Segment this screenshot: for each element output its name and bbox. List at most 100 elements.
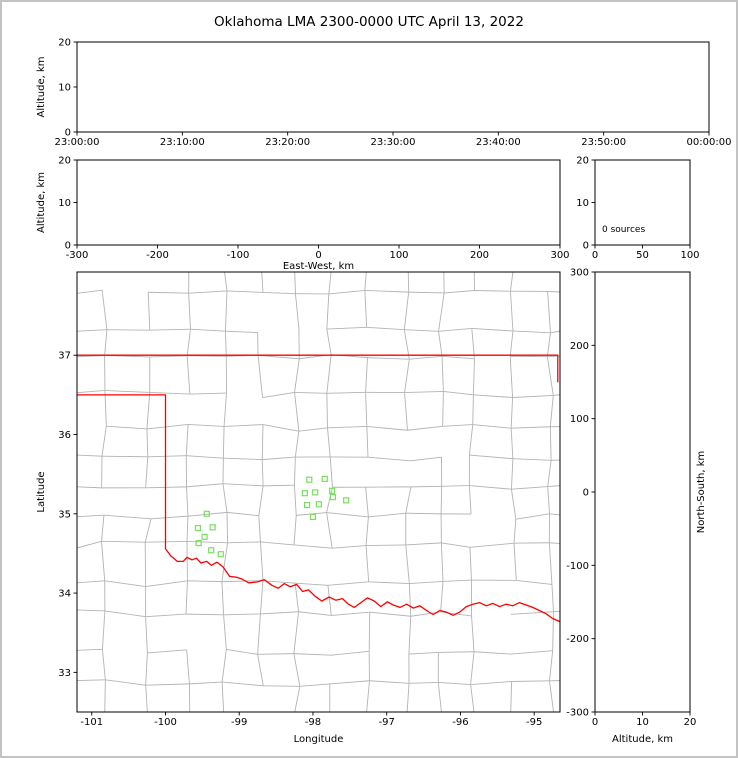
- county-boundary: [404, 329, 439, 332]
- panel-time_height: 23:00:00 23:10:00 23:20:00 23:30:00 23:40:00…: [36, 38, 731, 149]
- county-boundary: [549, 426, 552, 461]
- county-boundary: [549, 395, 554, 427]
- county-boundary: [441, 485, 470, 487]
- county-boundary: [293, 653, 332, 656]
- county-boundary: [73, 393, 74, 426]
- county-boundary: [259, 580, 264, 614]
- county-boundary: [104, 679, 106, 712]
- lma-station-marker: [217, 551, 224, 558]
- x-tick-label: 20: [684, 717, 697, 728]
- lma-station-marker: [329, 487, 336, 494]
- county-boundary: [582, 517, 585, 545]
- county-boundary: [547, 291, 551, 333]
- county-boundary: [224, 331, 227, 357]
- county-boundary: [294, 253, 332, 258]
- county-boundary: [293, 611, 300, 654]
- county-boundary: [104, 580, 146, 588]
- county-boundary: [45, 288, 70, 294]
- panel-plan_view: -101 -100 -99 -98 -97 -96 -95 33 34 35 36 37 Longitu…: [36, 253, 585, 750]
- county-boundary: [45, 714, 71, 717]
- county-boundary: [471, 328, 475, 359]
- x-tick-label: 0: [592, 717, 598, 728]
- county-boundary: [473, 394, 513, 398]
- y-axis-label-right: North-South, km: [696, 451, 707, 534]
- y-tick-label: 35: [58, 509, 71, 520]
- state-border: [77, 354, 559, 383]
- county-boundary: [186, 329, 191, 356]
- county-boundary: [42, 617, 44, 654]
- x-tick-label: 50: [636, 250, 649, 261]
- county-boundary: [408, 681, 439, 684]
- county-boundary: [223, 613, 261, 616]
- county-boundary: [189, 255, 223, 257]
- county-boundary: [294, 272, 296, 294]
- county-boundary: [257, 654, 264, 686]
- county-boundary: [510, 489, 517, 520]
- county-boundary: [149, 328, 191, 331]
- county-boundary: [146, 428, 149, 457]
- axes-frame: [76, 41, 710, 133]
- county-boundary: [546, 356, 554, 396]
- county-boundary: [549, 650, 554, 681]
- county-boundary: [438, 292, 445, 332]
- county-boundary: [473, 651, 512, 655]
- x-tick-label: 100: [389, 250, 408, 261]
- county-boundary: [42, 333, 43, 356]
- county-boundary: [262, 291, 296, 295]
- county-boundary: [190, 715, 224, 719]
- y-tick-label: 0: [65, 241, 71, 252]
- x-tick-label: 00:00:00: [687, 137, 732, 148]
- county-boundary: [551, 714, 554, 746]
- county-boundary: [438, 681, 471, 686]
- lma-station-marker: [209, 524, 216, 531]
- county-boundary: [365, 392, 368, 427]
- county-boundary: [261, 459, 264, 486]
- county-boundary: [332, 545, 367, 549]
- county-boundary: [549, 680, 555, 712]
- axes-frame: [76, 159, 561, 246]
- panel-ns_height: 0 10 20 -300 -200 -100 0 100 200 300 Altitude, km N…: [566, 268, 707, 746]
- x-tick-label: -300: [66, 250, 89, 261]
- x-tick-label: 0: [592, 250, 598, 261]
- county-boundary: [186, 355, 191, 395]
- county-boundary: [408, 652, 439, 655]
- county-boundary: [104, 329, 108, 356]
- county-boundary: [77, 514, 104, 518]
- county-boundary: [227, 541, 261, 544]
- county-boundary: [327, 425, 367, 429]
- panel-alt_histogram: 0 50 100 0 10 20 0 sources: [576, 156, 699, 262]
- county-boundary: [403, 329, 410, 360]
- county-boundary: [71, 681, 75, 717]
- county-boundary: [444, 290, 475, 294]
- y-tick-label: 10: [58, 83, 71, 94]
- county-boundary: [226, 511, 259, 517]
- county-boundary: [150, 515, 188, 520]
- lma-station-marker: [315, 501, 322, 508]
- county-boundary: [77, 454, 102, 457]
- county-boundary: [294, 686, 301, 712]
- county-boundary: [365, 487, 369, 517]
- county-boundary: [471, 327, 513, 332]
- county-boundary: [410, 485, 442, 488]
- county-boundary: [149, 392, 190, 395]
- y-tick-label: 200: [570, 341, 589, 352]
- county-boundary: [224, 719, 225, 746]
- county-boundary: [148, 291, 189, 294]
- county-boundary: [510, 611, 554, 615]
- lma-station-marker: [321, 475, 328, 483]
- county-boundary: [438, 651, 475, 653]
- county-boundary: [326, 487, 333, 513]
- county-boundary: [263, 484, 295, 487]
- county-boundary: [106, 329, 150, 331]
- county-boundary: [41, 395, 46, 430]
- county-boundary: [185, 745, 226, 749]
- county-boundary: [294, 391, 327, 394]
- y-tick-label: 10: [58, 198, 71, 209]
- county-boundary: [367, 357, 410, 360]
- county-boundary: [326, 326, 367, 330]
- county-boundary: [77, 289, 103, 294]
- county-boundary: [186, 649, 190, 684]
- county-boundary: [408, 747, 439, 750]
- county-boundary: [329, 456, 333, 488]
- county-boundary: [298, 427, 328, 432]
